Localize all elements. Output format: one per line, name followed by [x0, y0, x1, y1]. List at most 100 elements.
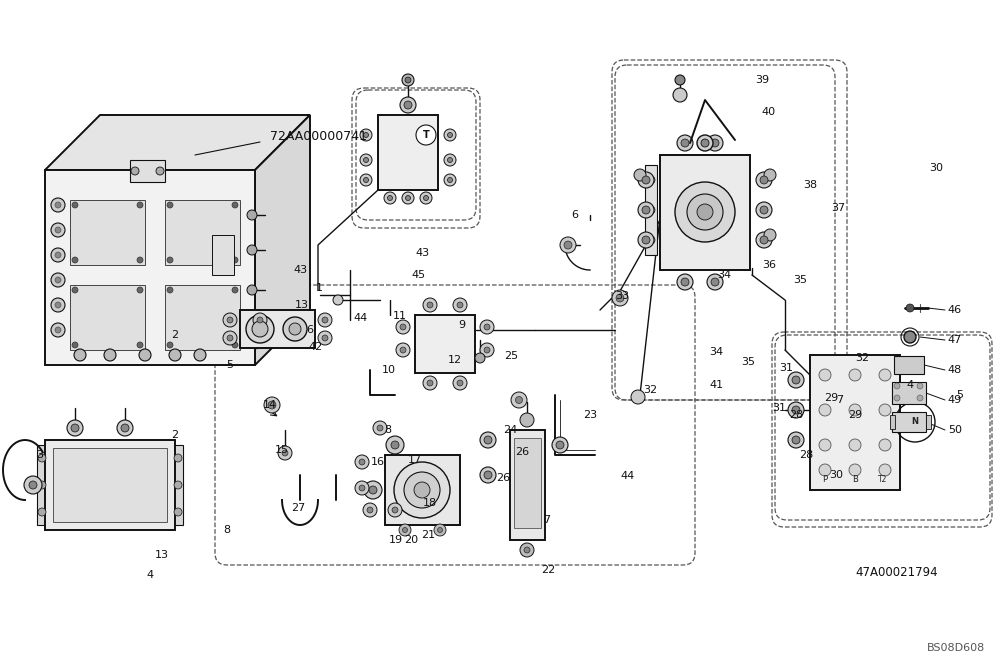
Circle shape	[246, 315, 274, 343]
Circle shape	[427, 302, 433, 308]
Text: 40: 40	[762, 107, 776, 117]
Circle shape	[457, 380, 463, 386]
Bar	[385, 455, 460, 525]
Circle shape	[137, 257, 143, 263]
Text: 5: 5	[956, 390, 964, 400]
Text: 34: 34	[709, 347, 723, 357]
Circle shape	[38, 481, 46, 489]
Text: 44: 44	[621, 471, 635, 481]
Bar	[378, 115, 438, 190]
Circle shape	[139, 349, 151, 361]
Bar	[45, 170, 255, 365]
Circle shape	[423, 298, 437, 312]
Circle shape	[405, 77, 411, 83]
Circle shape	[673, 88, 687, 102]
Circle shape	[364, 132, 368, 138]
Circle shape	[72, 202, 78, 208]
Circle shape	[564, 241, 572, 249]
Circle shape	[282, 450, 288, 456]
Circle shape	[360, 154, 372, 166]
Circle shape	[480, 467, 496, 483]
Bar	[892, 412, 926, 432]
Bar	[70, 285, 145, 350]
Circle shape	[414, 482, 430, 498]
Circle shape	[879, 404, 891, 416]
Circle shape	[137, 287, 143, 293]
Polygon shape	[255, 115, 310, 365]
Circle shape	[634, 169, 646, 181]
Text: 33: 33	[615, 291, 629, 301]
Circle shape	[289, 323, 301, 335]
Circle shape	[388, 503, 402, 517]
Circle shape	[642, 176, 650, 184]
Circle shape	[399, 524, 411, 536]
Circle shape	[760, 236, 768, 244]
Circle shape	[156, 167, 164, 175]
Bar	[926, 415, 931, 429]
Circle shape	[697, 135, 713, 151]
Text: 42: 42	[309, 342, 323, 352]
Circle shape	[647, 176, 655, 184]
Circle shape	[552, 437, 568, 453]
Circle shape	[29, 481, 37, 489]
Circle shape	[879, 369, 891, 381]
Text: T2: T2	[878, 476, 888, 485]
Circle shape	[67, 420, 83, 436]
Circle shape	[647, 236, 655, 244]
Bar	[415, 315, 475, 373]
Circle shape	[137, 342, 143, 348]
Text: N: N	[912, 417, 918, 427]
Circle shape	[687, 194, 723, 230]
Text: 25: 25	[504, 351, 518, 361]
Circle shape	[283, 317, 307, 341]
Circle shape	[444, 174, 456, 186]
Circle shape	[402, 74, 414, 86]
Circle shape	[247, 320, 257, 330]
Circle shape	[72, 257, 78, 263]
Circle shape	[55, 302, 61, 308]
Text: 11: 11	[393, 311, 407, 321]
Circle shape	[894, 395, 900, 401]
Circle shape	[174, 454, 182, 462]
Bar	[240, 310, 315, 348]
Bar	[37, 445, 47, 525]
Circle shape	[424, 196, 428, 200]
Circle shape	[642, 236, 650, 244]
Circle shape	[227, 317, 233, 323]
Circle shape	[359, 485, 365, 491]
Text: 4: 4	[906, 380, 914, 390]
Circle shape	[904, 331, 916, 343]
Text: 14: 14	[263, 400, 277, 410]
Circle shape	[701, 139, 709, 147]
Text: 22: 22	[541, 565, 555, 575]
Text: 8: 8	[384, 425, 392, 435]
Text: 24: 24	[503, 425, 517, 435]
Circle shape	[396, 320, 410, 334]
Circle shape	[756, 232, 772, 248]
Text: 26: 26	[515, 447, 529, 457]
Text: 26: 26	[496, 473, 510, 483]
Text: 29: 29	[824, 393, 838, 403]
Circle shape	[117, 420, 133, 436]
Circle shape	[402, 528, 408, 532]
Bar	[892, 382, 926, 404]
Circle shape	[638, 172, 654, 188]
Circle shape	[849, 404, 861, 416]
Text: 10: 10	[382, 365, 396, 375]
Text: 20: 20	[404, 535, 418, 545]
Circle shape	[247, 210, 257, 220]
Bar	[810, 355, 900, 490]
Circle shape	[444, 129, 456, 141]
Circle shape	[612, 290, 628, 306]
Bar	[173, 445, 183, 525]
Circle shape	[675, 75, 685, 85]
Text: 12: 12	[448, 355, 462, 365]
Circle shape	[402, 192, 414, 204]
Circle shape	[642, 206, 650, 214]
Text: 19: 19	[389, 535, 403, 545]
Circle shape	[55, 327, 61, 333]
Circle shape	[257, 317, 263, 323]
Circle shape	[232, 202, 238, 208]
Text: 50: 50	[948, 425, 962, 435]
Text: 46: 46	[948, 305, 962, 315]
